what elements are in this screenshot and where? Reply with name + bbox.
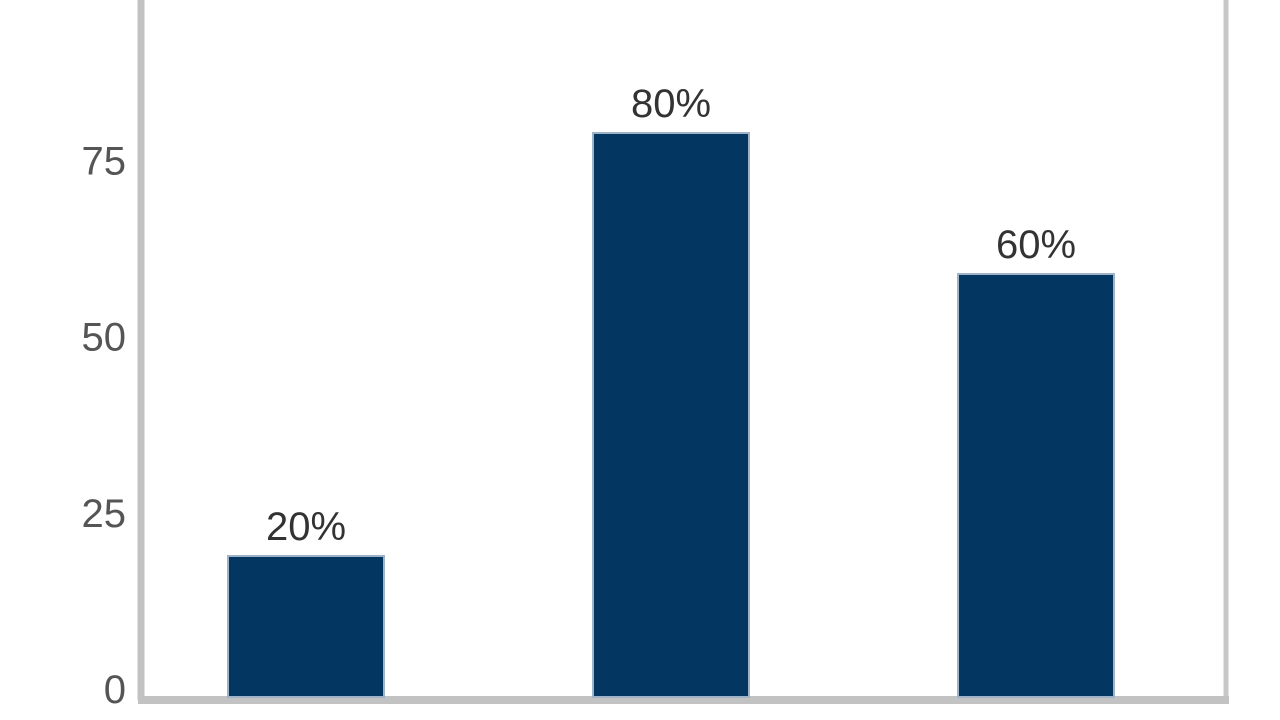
bar [227, 555, 385, 698]
data-label: 60% [996, 223, 1076, 267]
y-tick-label: 75 [82, 139, 127, 183]
y-tick-label: 100 [59, 0, 126, 7]
plot-frame [137, 0, 1229, 704]
y-tick-label: 25 [82, 492, 127, 536]
bar [592, 132, 750, 698]
data-label: 80% [631, 82, 711, 126]
data-label: 20% [266, 505, 346, 549]
y-tick-label: 0 [104, 668, 126, 712]
bar [957, 273, 1115, 698]
y-tick-label: 50 [82, 316, 127, 360]
